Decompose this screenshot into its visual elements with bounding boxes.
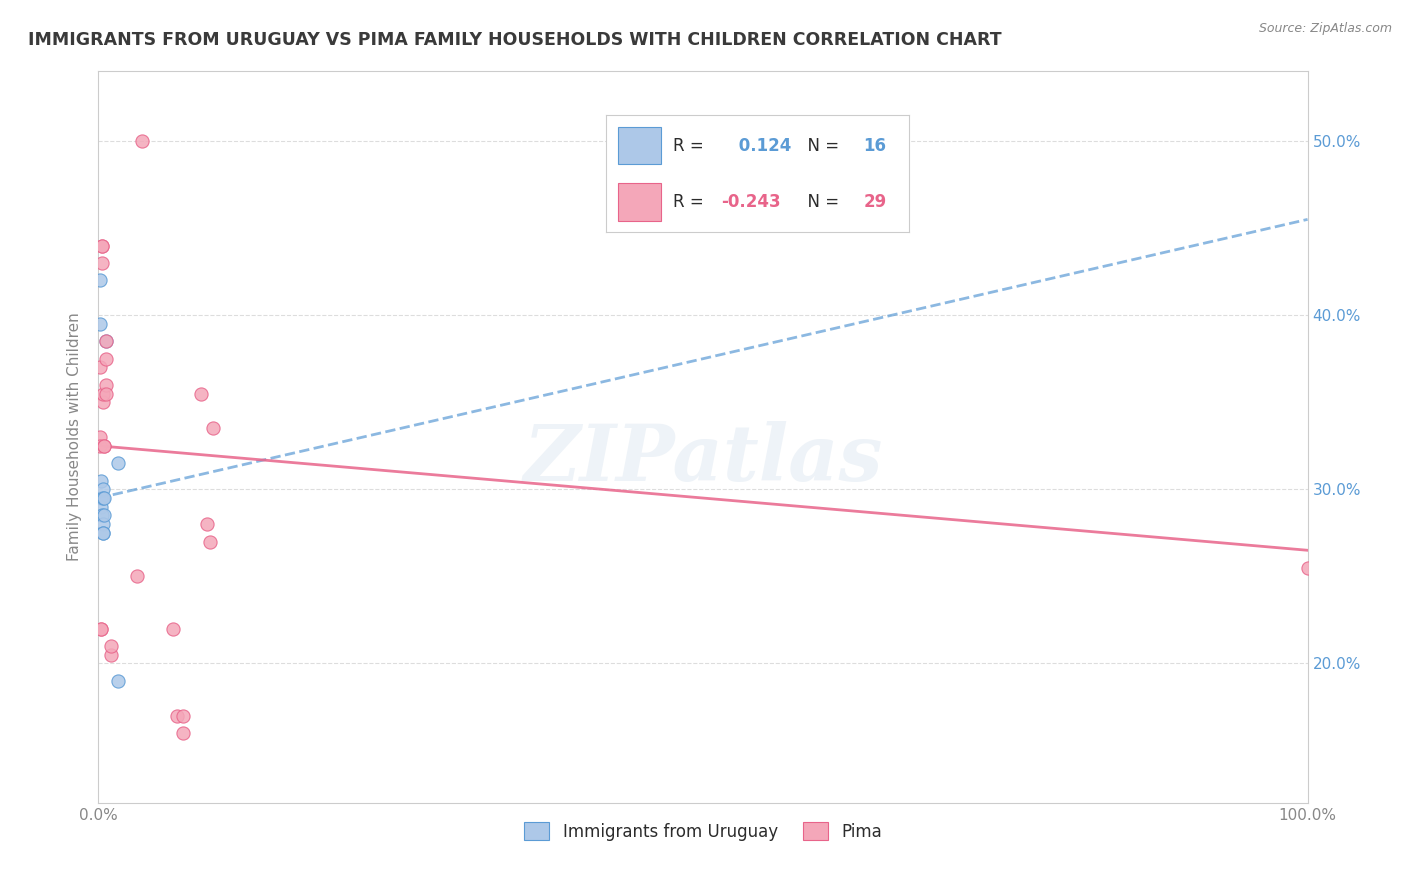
Legend: Immigrants from Uruguay, Pima: Immigrants from Uruguay, Pima [516, 814, 890, 849]
Point [93, 508, 115, 523]
Point [90, 500, 112, 514]
Point [94, 377, 117, 392]
Point [202, 421, 225, 435]
Point [90, 622, 112, 636]
Point [89, 273, 111, 287]
Point [91, 517, 114, 532]
Point [91, 525, 114, 540]
Text: IMMIGRANTS FROM URUGUAY VS PIMA FAMILY HOUSEHOLDS WITH CHILDREN CORRELATION CHAR: IMMIGRANTS FROM URUGUAY VS PIMA FAMILY H… [28, 31, 1001, 49]
Point [89, 317, 111, 331]
Point [1296, 560, 1319, 574]
Text: ZIPatlas: ZIPatlas [523, 421, 883, 497]
Point [195, 517, 218, 532]
Y-axis label: Family Households with Children: Family Households with Children [67, 313, 83, 561]
Point [91, 491, 114, 505]
Point [94, 386, 117, 401]
Point [198, 534, 221, 549]
Point [93, 439, 115, 453]
Point [90, 622, 112, 636]
Point [90, 491, 112, 505]
Point [100, 639, 122, 653]
Point [91, 386, 114, 401]
Point [107, 456, 129, 470]
Point [91, 483, 114, 497]
Point [131, 134, 153, 148]
Point [93, 439, 115, 453]
Point [89, 360, 111, 375]
Point [91, 525, 114, 540]
Point [91, 256, 114, 270]
Point [91, 238, 114, 252]
Point [89, 430, 111, 444]
Point [93, 491, 115, 505]
Point [91, 508, 114, 523]
Point [172, 708, 194, 723]
Point [91, 238, 114, 252]
Point [166, 708, 188, 723]
Point [90, 474, 112, 488]
Point [127, 569, 149, 583]
Text: Source: ZipAtlas.com: Source: ZipAtlas.com [1258, 22, 1392, 36]
Point [94, 334, 117, 349]
Point [94, 351, 117, 366]
Point [162, 622, 184, 636]
Point [172, 726, 194, 740]
Point [94, 334, 117, 349]
Point [91, 395, 114, 409]
Point [89, 439, 111, 453]
Point [100, 648, 122, 662]
Point [190, 386, 212, 401]
Point [107, 673, 129, 688]
